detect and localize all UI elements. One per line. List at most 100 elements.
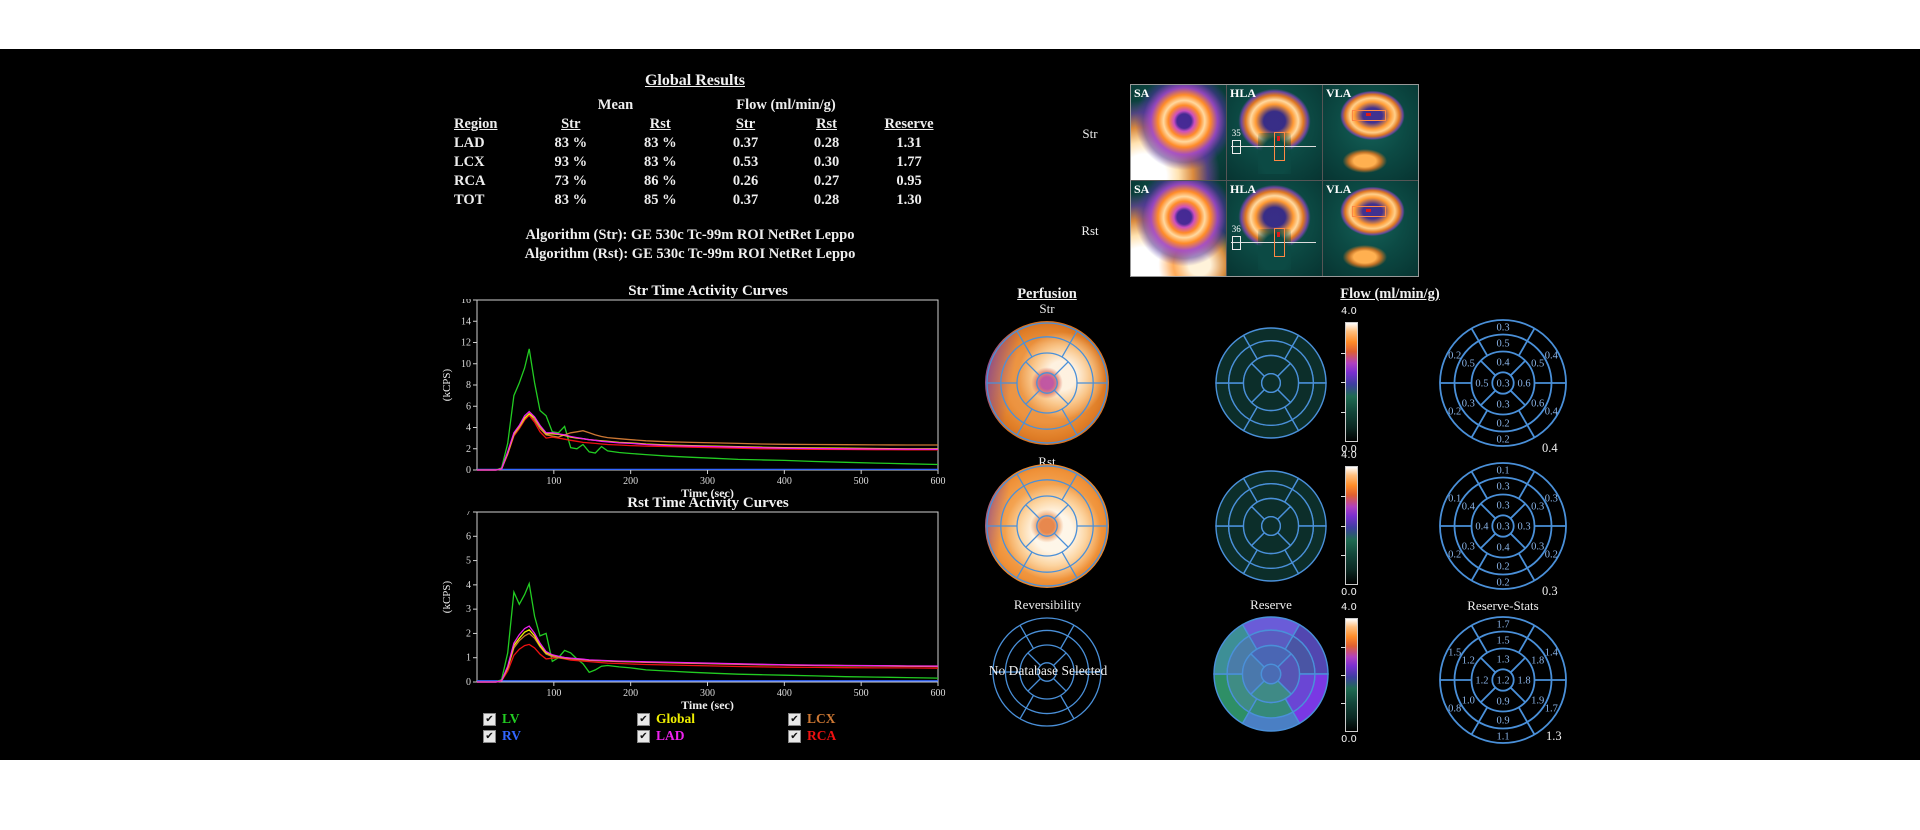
svg-text:Time (sec): Time (sec) xyxy=(681,698,734,711)
checkbox-lad[interactable]: ✔ xyxy=(637,729,650,743)
reserve-stats-global-value: 1.3 xyxy=(1546,729,1562,743)
slice-str-hla[interactable]: HLA 35 xyxy=(1227,85,1322,180)
svg-text:1.2: 1.2 xyxy=(1496,676,1509,687)
colorbar-tick xyxy=(1341,525,1346,527)
report-background xyxy=(0,49,1920,760)
flow-rst-map xyxy=(1215,470,1327,582)
svg-text:6: 6 xyxy=(466,401,471,412)
checkbox-lcx[interactable]: ✔ xyxy=(788,712,801,726)
svg-text:14: 14 xyxy=(461,316,471,327)
algorithm-rst-line: Algorithm (Rst): GE 530c Tc-99m ROI NetR… xyxy=(524,246,856,262)
cell-mean_rst: 86 % xyxy=(643,173,677,189)
svg-text:Time (sec): Time (sec) xyxy=(681,486,734,499)
svg-text:0.2: 0.2 xyxy=(1496,419,1509,430)
svg-text:0.4: 0.4 xyxy=(1462,501,1476,512)
svg-text:0.3: 0.3 xyxy=(1496,379,1509,390)
flow-str-map xyxy=(1215,327,1327,439)
slice-type-label: HLA xyxy=(1230,182,1257,196)
svg-text:0.2: 0.2 xyxy=(1496,562,1509,573)
slice-rst-sa[interactable]: SA xyxy=(1131,181,1226,276)
svg-text:0.4: 0.4 xyxy=(1545,406,1559,417)
column-header-reserve: Reserve xyxy=(884,116,934,132)
svg-text:3: 3 xyxy=(466,604,471,615)
flow-rst-colorbar-min: 0.0 xyxy=(1341,587,1357,598)
algorithm-info: Algorithm (Str): GE 530c Tc-99m ROI NetR… xyxy=(410,226,970,264)
legend-label: LCX xyxy=(807,711,836,726)
svg-text:1.0: 1.0 xyxy=(1462,696,1475,707)
slice-row-label-rst: Rst xyxy=(1081,223,1099,238)
cell-flow_rst: 0.30 xyxy=(813,154,840,170)
roi-marker[interactable] xyxy=(1273,227,1285,257)
svg-text:500: 500 xyxy=(854,476,869,487)
svg-text:1.5: 1.5 xyxy=(1496,635,1509,646)
legend-label: Global xyxy=(656,711,696,726)
slice-str-vla[interactable]: VLA xyxy=(1323,85,1418,180)
svg-text:100: 100 xyxy=(546,476,561,487)
svg-text:0.2: 0.2 xyxy=(1496,577,1509,588)
slice-number: 35 xyxy=(1231,127,1241,138)
svg-text:1.9: 1.9 xyxy=(1531,696,1544,707)
table-row-lcx: LCX 93 % 83 % 0.53 0.30 1.77 xyxy=(452,153,951,172)
svg-text:7: 7 xyxy=(466,511,471,518)
svg-text:0: 0 xyxy=(466,677,471,688)
sa-heart-image xyxy=(1131,85,1226,180)
roi-marker[interactable] xyxy=(1273,131,1285,161)
cell-reserve: 1.77 xyxy=(896,154,922,170)
checkbox-lv[interactable]: ✔ xyxy=(483,712,496,726)
group-header-row: Mean Flow (ml/min/g) xyxy=(452,96,951,115)
cell-mean_str: 83 % xyxy=(554,192,588,208)
reversibility-map xyxy=(992,617,1102,727)
curve-lad xyxy=(477,410,939,471)
svg-text:300: 300 xyxy=(700,476,715,487)
legend-item-rv: ✔ RV xyxy=(483,728,521,744)
roi-marker[interactable] xyxy=(1351,205,1386,217)
slice-slider-handle[interactable] xyxy=(1231,140,1241,155)
algorithm-str-line: Algorithm (Str): GE 530c Tc-99m ROI NetR… xyxy=(525,227,855,243)
svg-text:0.2: 0.2 xyxy=(1448,406,1461,417)
flow-str-colorbar-min: 0.0 xyxy=(1341,444,1357,455)
slice-rst-vla[interactable]: VLA xyxy=(1323,181,1418,276)
svg-text:0.2: 0.2 xyxy=(1448,351,1461,362)
svg-text:0.4: 0.4 xyxy=(1475,522,1489,533)
checkbox-rca[interactable]: ✔ xyxy=(788,729,801,743)
svg-text:0.4: 0.4 xyxy=(1496,357,1510,368)
svg-text:0.3: 0.3 xyxy=(1531,542,1544,553)
checkbox-rv[interactable]: ✔ xyxy=(483,729,496,743)
perfusion-str-map xyxy=(985,321,1109,445)
reserve-stats-label: Reserve-Stats xyxy=(1467,598,1539,613)
svg-text:200: 200 xyxy=(623,688,638,699)
legend-item-global: ✔ Global xyxy=(637,711,695,727)
slice-type-label: VLA xyxy=(1326,86,1352,100)
cell-flow_str: 0.37 xyxy=(732,192,759,208)
svg-text:0.1: 0.1 xyxy=(1448,494,1461,505)
slice-slider-handle[interactable] xyxy=(1231,236,1241,251)
slice-str-sa[interactable]: SA xyxy=(1131,85,1226,180)
cell-flow_str: 0.53 xyxy=(732,154,759,170)
cell-mean_rst: 85 % xyxy=(643,192,677,208)
sa-heart-image xyxy=(1131,181,1226,276)
slice-rst-hla[interactable]: HLA 36 xyxy=(1227,181,1322,276)
checkbox-global[interactable]: ✔ xyxy=(637,712,650,726)
reserve-stats-map: 1.21.31.80.91.21.51.81.90.91.01.21.71.41… xyxy=(1439,616,1567,744)
flow-header: Flow (ml/min/g) xyxy=(1340,286,1440,302)
svg-text:0.9: 0.9 xyxy=(1496,697,1509,708)
column-header-region: Region xyxy=(454,116,498,132)
svg-text:0.3: 0.3 xyxy=(1462,399,1475,410)
svg-text:0: 0 xyxy=(466,465,471,476)
curve-rca xyxy=(477,643,939,683)
str-time-activity-chart: Str Time Activity Curves 0 2 4 6 8 10 12 14 16 10… xyxy=(440,283,960,504)
global-results-title: Global Results xyxy=(644,72,745,89)
flow-str-global-value: 0.4 xyxy=(1542,441,1558,455)
svg-text:16: 16 xyxy=(461,299,471,306)
table-row-lad: LAD 83 % 83 % 0.37 0.28 1.31 xyxy=(452,134,951,153)
rst-chart-plot: 0 1 2 3 4 5 6 7 100 200 300 400 500 600 Time (sec) (kCP… xyxy=(441,507,946,712)
flow-rst-colorbar-max: 4.0 xyxy=(1341,450,1357,461)
column-header-rst: Rst xyxy=(649,116,671,132)
svg-text:0.9: 0.9 xyxy=(1496,716,1509,727)
colorbar-tick xyxy=(1341,411,1346,413)
reversibility-label: Reversibility xyxy=(1013,597,1082,612)
global-results-table: Mean Flow (ml/min/g) Region Str Rst Str Rst R… xyxy=(452,96,951,210)
svg-text:1: 1 xyxy=(466,653,471,664)
cell-region: RCA xyxy=(454,173,486,189)
roi-marker[interactable] xyxy=(1351,109,1386,121)
